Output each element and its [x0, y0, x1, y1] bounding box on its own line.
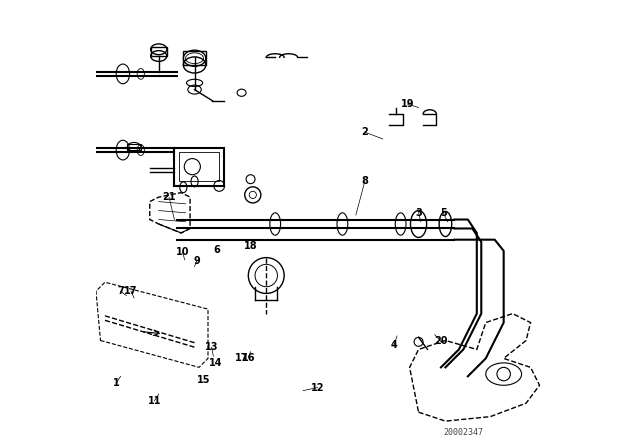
Text: 5: 5 [440, 208, 447, 218]
Text: 10: 10 [176, 247, 189, 257]
Text: 17: 17 [235, 353, 248, 363]
Text: 17: 17 [124, 286, 138, 296]
Text: 2: 2 [362, 127, 368, 137]
Text: 3: 3 [415, 208, 422, 218]
Text: 21: 21 [163, 192, 176, 202]
Text: 15: 15 [196, 375, 211, 385]
Bar [174, 148, 224, 186]
Text: 19: 19 [401, 99, 414, 109]
Text: 8: 8 [362, 177, 368, 186]
Text: 13: 13 [205, 342, 218, 352]
Text: 7: 7 [117, 286, 124, 296]
Text: 14: 14 [209, 358, 223, 368]
Bar [184, 51, 206, 65]
Bar [127, 144, 141, 150]
Text: 18: 18 [244, 241, 258, 250]
Text: 16: 16 [241, 353, 255, 362]
Bar [150, 47, 167, 56]
Text: 1: 1 [113, 378, 120, 388]
Text: 4: 4 [390, 340, 397, 350]
Text: 9: 9 [193, 256, 200, 266]
Bar [179, 152, 219, 181]
Text: 20002347: 20002347 [444, 428, 483, 437]
Text: 20: 20 [434, 336, 448, 346]
Text: 6: 6 [214, 245, 220, 255]
Text: 12: 12 [311, 383, 324, 392]
Text: 11: 11 [147, 396, 161, 406]
